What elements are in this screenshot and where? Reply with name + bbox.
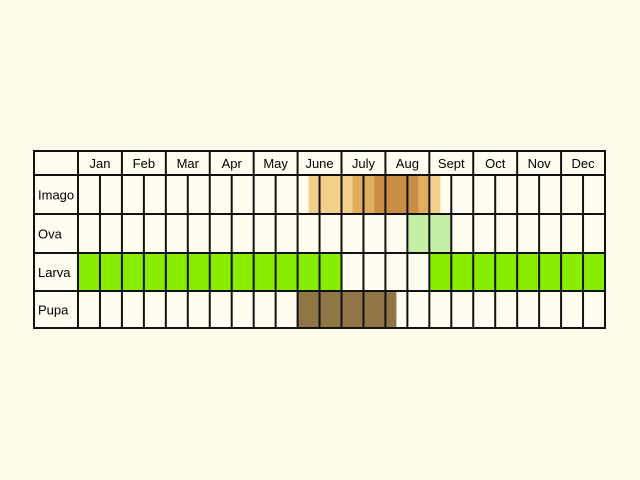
span-pupa-0 — [297, 291, 397, 328]
month-label-may: May — [263, 156, 288, 171]
stage-label-ova: Ova — [38, 227, 63, 242]
stage-label-imago: Imago — [38, 188, 74, 203]
month-label-oct: Oct — [485, 156, 506, 171]
month-label-mar: Mar — [177, 156, 200, 171]
stage-label-column: Imago Ova Larva Pupa — [38, 188, 74, 318]
month-header-row: Jan Feb Mar Apr May June July Aug Sept Oct Nov Dec — [89, 156, 595, 171]
span-imago-2 — [374, 175, 419, 214]
month-label-feb: Feb — [133, 156, 155, 171]
grid-lines — [33, 150, 606, 329]
month-label-jan: Jan — [89, 156, 110, 171]
month-label-dec: Dec — [571, 156, 595, 171]
stage-label-pupa: Pupa — [38, 303, 69, 318]
month-label-aug: Aug — [396, 156, 419, 171]
month-label-sept: Sept — [438, 156, 465, 171]
month-label-nov: Nov — [528, 156, 552, 171]
month-label-july: July — [352, 156, 376, 171]
month-label-apr: Apr — [222, 156, 243, 171]
month-label-june: June — [305, 156, 333, 171]
stage-label-larva: Larva — [38, 265, 71, 280]
